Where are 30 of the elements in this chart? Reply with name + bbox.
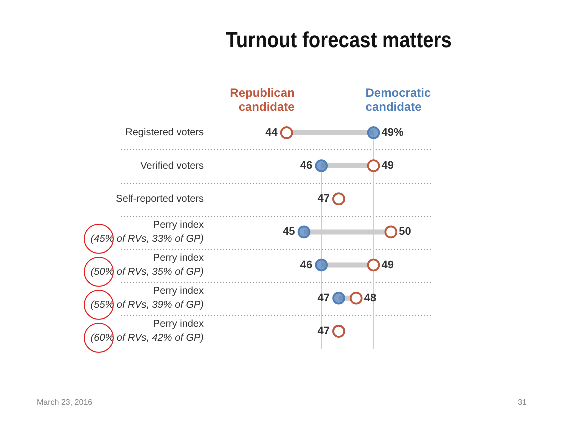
point xyxy=(350,292,363,305)
data-label: 50 xyxy=(399,226,412,238)
text: 31 xyxy=(518,398,527,407)
data-label: 45 xyxy=(282,226,296,238)
point xyxy=(298,226,311,239)
point xyxy=(367,258,380,272)
data-label: 46 xyxy=(300,160,313,172)
data-label: 49% xyxy=(382,126,404,139)
y-tick-label: Registered voters xyxy=(126,128,204,139)
data-label: 46 xyxy=(300,259,313,272)
data-label: 44 xyxy=(266,126,279,139)
point xyxy=(332,292,346,305)
data-label: 49 xyxy=(382,259,394,272)
y-tick-label: Self-reported voters xyxy=(116,194,204,205)
data-label: 48 xyxy=(364,292,377,304)
text: March 23, 2016 xyxy=(37,398,93,407)
series-label: Republican candidate xyxy=(230,86,296,114)
data-label: 49 xyxy=(382,160,394,172)
point xyxy=(315,160,328,172)
point xyxy=(367,126,380,140)
chart-title: Turnout forecast matters xyxy=(226,28,452,53)
point xyxy=(315,258,328,272)
y-tick-label: Verified voters xyxy=(140,160,204,172)
series-label: Democratic candidate xyxy=(366,86,432,114)
point xyxy=(384,226,398,239)
point xyxy=(367,160,380,172)
data-label: 47 xyxy=(318,292,330,304)
point xyxy=(280,126,294,140)
data-label: 47 xyxy=(318,193,330,206)
data-label: 47 xyxy=(318,325,330,338)
